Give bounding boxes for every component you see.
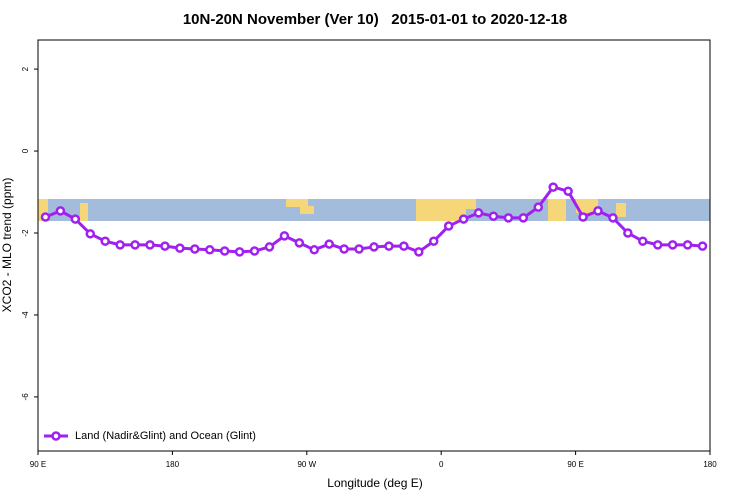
data-point (234, 247, 245, 257)
data-point (414, 247, 424, 257)
x-tick-label: 0 (439, 460, 444, 469)
data-point (652, 240, 663, 250)
land (416, 199, 466, 221)
data-point (279, 231, 290, 241)
data-point (563, 186, 573, 196)
data-point (384, 241, 394, 251)
data-point (339, 244, 349, 254)
y-axis-label: XCO2 - MLO trend (ppm) (0, 178, 14, 313)
land (300, 206, 314, 214)
data-point (354, 244, 364, 254)
data-point (160, 241, 170, 251)
data-point (70, 214, 81, 224)
data-point (369, 242, 379, 252)
data-point (578, 212, 588, 222)
data-point (175, 243, 185, 253)
data-point (443, 221, 454, 231)
data-point (115, 240, 125, 250)
data-point (458, 214, 469, 224)
data-point (593, 206, 603, 216)
land (616, 203, 626, 217)
plot-frame (37, 39, 711, 452)
data-point (264, 242, 275, 252)
data-point (473, 208, 484, 218)
data-point (40, 212, 51, 222)
land (80, 203, 88, 221)
data-point (219, 246, 230, 256)
land (286, 199, 308, 207)
x-tick-label: 90 E (30, 460, 46, 469)
data-point (697, 241, 708, 251)
x-tick-label: 180 (166, 460, 180, 469)
data-point (55, 206, 66, 216)
x-tick-label: 90 W (297, 460, 316, 469)
data-point (145, 240, 155, 250)
data-point (682, 240, 693, 250)
y-tick-label: -4 (21, 311, 30, 319)
legend-marker (51, 431, 61, 441)
y-tick-label: 0 (21, 148, 30, 153)
data-point (428, 236, 439, 246)
data-point (130, 240, 140, 250)
data-point (309, 245, 320, 255)
x-tick-label: 180 (703, 460, 717, 469)
data-point (399, 241, 409, 251)
data-point (100, 236, 110, 246)
x-tick-label: 90 E (567, 460, 583, 469)
data-point (190, 244, 200, 254)
data-point (249, 246, 260, 256)
land (462, 199, 476, 209)
data-point (608, 213, 618, 223)
land (576, 199, 598, 213)
data-point (488, 211, 499, 221)
data-point (294, 238, 305, 248)
data-point (85, 229, 96, 239)
chart-title: 10N-20N November (Ver 10) 2015-01-01 to … (183, 11, 567, 28)
y-tick-label: 2 (21, 66, 30, 71)
data-point (503, 213, 514, 223)
data-point (204, 245, 215, 255)
data-point (667, 240, 678, 250)
legend-label: Land (Nadir&Glint) and Ocean (Glint) (75, 430, 256, 442)
legend: Land (Nadir&Glint) and Ocean (Glint) (44, 430, 256, 442)
data-point (518, 213, 529, 223)
data-point (623, 228, 633, 238)
land (548, 199, 566, 221)
y-tick-label: -6 (21, 393, 30, 401)
land (38, 199, 48, 221)
data-point (638, 236, 648, 246)
x-axis-label: Longitude (deg E) (327, 476, 422, 490)
data-point (548, 182, 558, 192)
y-tick-label: -2 (21, 229, 30, 237)
data-point (324, 239, 334, 249)
data-point (533, 202, 544, 212)
